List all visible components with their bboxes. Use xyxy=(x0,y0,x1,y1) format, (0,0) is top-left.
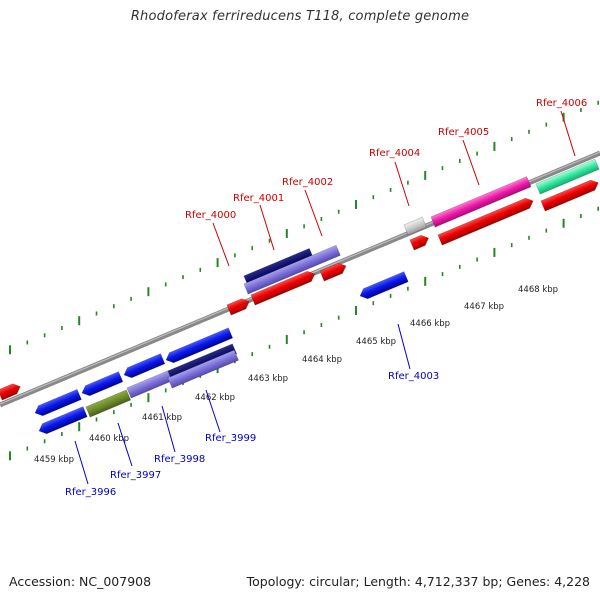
gene-arrow-rfer-4006-shape xyxy=(540,179,599,212)
gene-arrow-rfer-3997-shape xyxy=(81,371,124,397)
gene-arrow-lower-shape xyxy=(38,406,88,435)
gene-arrow-rfer-4005[interactable] xyxy=(437,196,535,246)
accession-label: Accession: NC_007908 xyxy=(9,574,152,589)
gene-box-lavender-3[interactable] xyxy=(167,349,239,389)
gene-box-olive[interactable] xyxy=(85,389,132,418)
gene-label-rfer-4002[interactable]: Rfer_4002 xyxy=(282,177,333,188)
gene-arrow-lower[interactable] xyxy=(37,406,88,437)
gene-arrow-rfer-4002-shape xyxy=(319,262,347,282)
gene-box-pink-shape xyxy=(430,176,532,228)
scale-label: 4466 kbp xyxy=(410,319,450,329)
gene-label-rfer-4000[interactable]: Rfer_4000 xyxy=(185,210,236,221)
gene-labels: Rfer_4000 Rfer_4001 Rfer_4002 Rfer_4004 Rfer… xyxy=(65,98,587,498)
leader-line xyxy=(74,440,89,485)
gene-label-rfer-3998[interactable]: Rfer_3998 xyxy=(154,454,205,465)
scale-label: 4460 kbp xyxy=(89,434,129,444)
gene-label-rfer-3999[interactable]: Rfer_3999 xyxy=(205,433,256,444)
gene-arrow-rfer-4003[interactable] xyxy=(358,271,409,302)
gene-arrow-rfer-4004-shape xyxy=(409,234,430,251)
gene-arrow-rfer-4002[interactable] xyxy=(319,261,348,282)
gene-arrow-rfer-4003-shape xyxy=(359,271,409,300)
gene-track xyxy=(0,158,600,437)
map-title: Rhodoferax ferrireducens T118, complete … xyxy=(130,9,470,24)
gene-arrow-rfer-3999[interactable] xyxy=(164,327,234,365)
gene-box-lavender-shape xyxy=(243,244,341,295)
genome-info-label: Topology: circular; Length: 4,712,337 bp… xyxy=(246,574,590,589)
gene-arrow-rfer-3996[interactable] xyxy=(33,388,82,418)
leader-line xyxy=(394,161,410,207)
scale-label: 4463 kbp xyxy=(248,374,288,384)
gene-box-teal[interactable] xyxy=(535,158,600,195)
gene-label-rfer-4003[interactable]: Rfer_4003 xyxy=(388,371,439,382)
gene-arrow-forward-shape xyxy=(0,383,21,401)
tick-marks: 4459 kbp 4460 kbp 4461 kbp 4462 kbp 4463 kbp… xyxy=(9,100,600,465)
gene-label-rfer-3996[interactable]: Rfer_3996 xyxy=(65,487,116,498)
leader-line xyxy=(117,422,133,467)
gene-arrow-rfer-4001[interactable] xyxy=(250,269,317,306)
gene-arrow-rfer-4006[interactable] xyxy=(540,178,600,212)
scale-label: 4462 kbp xyxy=(195,393,235,403)
gene-arrow-rfer-3998[interactable] xyxy=(122,353,166,380)
scale-label: 4468 kbp xyxy=(518,285,558,295)
leader-line xyxy=(560,110,576,157)
scale-label: 4459 kbp xyxy=(34,455,74,465)
gene-box-lavender-3-shape xyxy=(167,349,239,389)
gene-arrow-rfer-3996-shape xyxy=(34,388,82,417)
gene-arrow-rfer-4000[interactable] xyxy=(226,296,252,316)
gene-box-gray-shape xyxy=(403,216,427,236)
scale-label: 4467 kbp xyxy=(464,302,504,312)
leader-line xyxy=(205,389,221,433)
gene-arrow-rfer-4001-shape xyxy=(250,270,316,306)
gene-box-olive-shape xyxy=(85,389,132,418)
leader-line xyxy=(212,222,230,267)
gene-arrow-rfer-3998-shape xyxy=(123,353,166,379)
gene-label-rfer-3997[interactable]: Rfer_3997 xyxy=(110,470,161,481)
leader-line xyxy=(462,139,480,186)
gene-arrow-rfer-4000-shape xyxy=(226,298,250,316)
gene-label-rfer-4001[interactable]: Rfer_4001 xyxy=(233,193,284,204)
leader-line xyxy=(161,405,176,453)
gene-label-rfer-4005[interactable]: Rfer_4005 xyxy=(438,127,489,138)
leader-line xyxy=(304,189,323,237)
gene-arrow-rfer-4004[interactable] xyxy=(409,233,431,251)
gene-label-rfer-4006[interactable]: Rfer_4006 xyxy=(536,98,587,109)
scale-label: 4464 kbp xyxy=(302,355,342,365)
leader-line xyxy=(259,204,275,251)
gene-label-rfer-4004[interactable]: Rfer_4004 xyxy=(369,148,420,159)
gene-box-pink[interactable] xyxy=(430,176,532,228)
label-leaders xyxy=(74,110,576,485)
scale-label: 4465 kbp xyxy=(356,337,396,347)
gene-box-lavender[interactable] xyxy=(243,244,341,295)
gene-box-teal-shape xyxy=(535,158,600,195)
leader-line xyxy=(397,323,411,370)
gene-arrow-rfer-3999-shape xyxy=(165,327,234,364)
gene-arrow-rfer-4005-shape xyxy=(437,197,534,246)
gene-arrow-rfer-3997[interactable] xyxy=(80,371,124,398)
gene-box-gray[interactable] xyxy=(403,216,427,236)
scale-label: 4461 kbp xyxy=(142,413,182,423)
gene-arrow-forward[interactable] xyxy=(0,381,22,401)
